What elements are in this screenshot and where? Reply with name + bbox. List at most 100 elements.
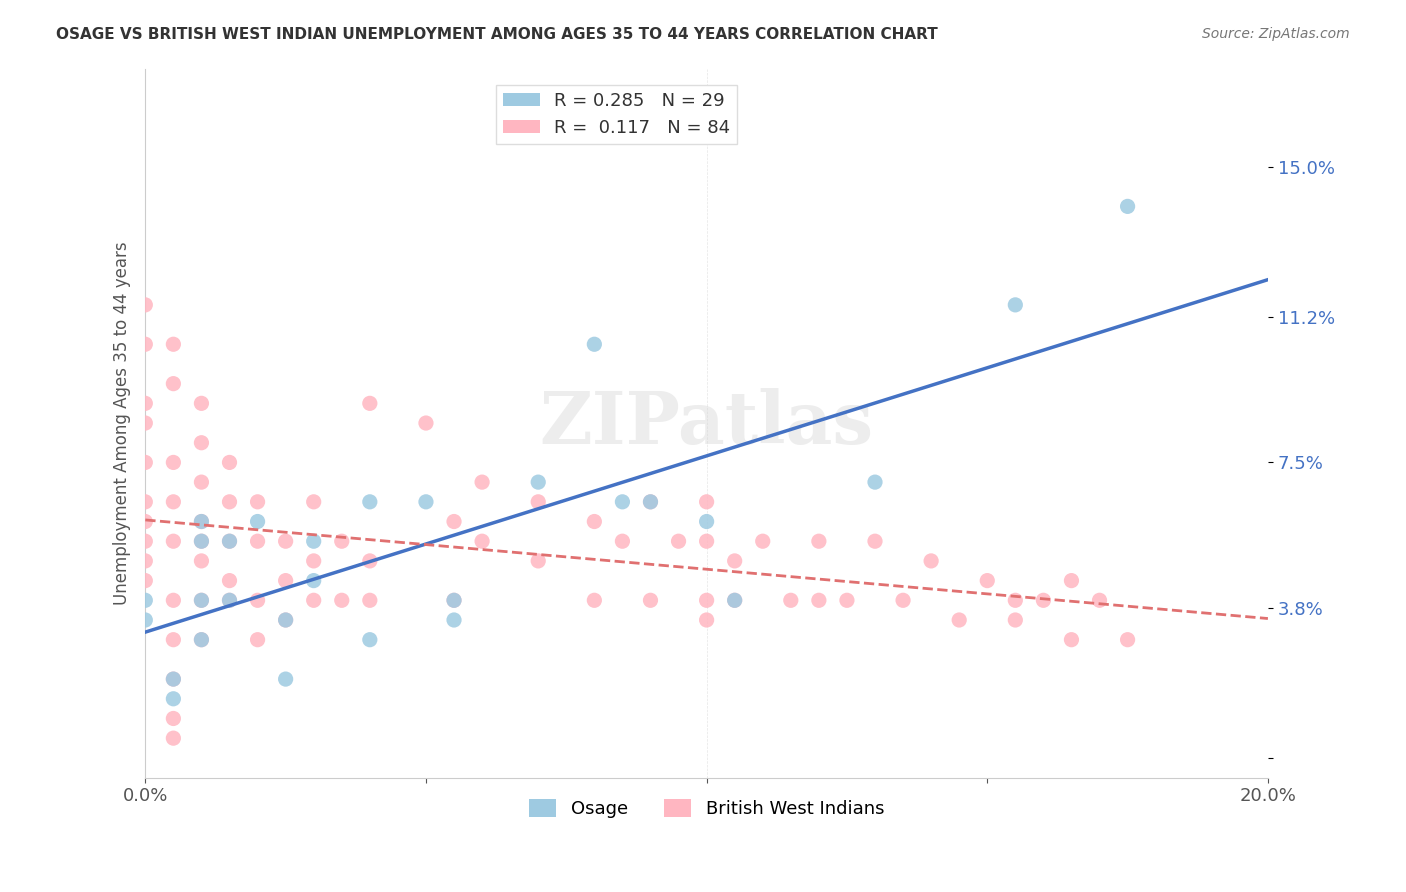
Point [246, 632, 269, 647]
Point [583, 593, 606, 607]
Point [190, 554, 212, 568]
Point [1116, 632, 1139, 647]
Point [359, 593, 381, 607]
Point [162, 711, 184, 725]
Point [359, 396, 381, 410]
Point [751, 534, 773, 549]
Point [190, 435, 212, 450]
Point [863, 475, 886, 490]
Point [190, 475, 212, 490]
Point [612, 495, 634, 509]
Point [527, 554, 550, 568]
Point [1004, 593, 1026, 607]
Point [779, 593, 801, 607]
Point [1060, 632, 1083, 647]
Point [696, 534, 718, 549]
Point [302, 495, 325, 509]
Point [696, 593, 718, 607]
Point [443, 515, 465, 529]
Point [274, 574, 297, 588]
Point [218, 495, 240, 509]
Point [1004, 613, 1026, 627]
Point [274, 672, 297, 686]
Point [162, 337, 184, 351]
Point [640, 495, 662, 509]
Point [190, 593, 212, 607]
Point [1004, 298, 1026, 312]
Point [302, 534, 325, 549]
Point [359, 632, 381, 647]
Point [134, 298, 156, 312]
Point [443, 593, 465, 607]
Point [696, 613, 718, 627]
Point [807, 534, 830, 549]
Point [134, 554, 156, 568]
Point [274, 613, 297, 627]
Point [302, 574, 325, 588]
Point [1116, 199, 1139, 213]
Point [976, 574, 998, 588]
Point [471, 534, 494, 549]
Point [190, 396, 212, 410]
Point [583, 337, 606, 351]
Point [920, 554, 942, 568]
Point [162, 534, 184, 549]
Point [724, 554, 747, 568]
Point [134, 495, 156, 509]
Text: Source: ZipAtlas.com: Source: ZipAtlas.com [1202, 27, 1350, 41]
Point [246, 593, 269, 607]
Point [330, 593, 353, 607]
Point [359, 554, 381, 568]
Point [302, 593, 325, 607]
Point [863, 534, 886, 549]
Point [274, 613, 297, 627]
Point [162, 691, 184, 706]
Point [134, 396, 156, 410]
Point [1032, 593, 1054, 607]
Point [218, 534, 240, 549]
Point [190, 515, 212, 529]
Point [162, 593, 184, 607]
Point [162, 632, 184, 647]
Point [415, 495, 437, 509]
Point [443, 613, 465, 627]
Point [190, 534, 212, 549]
Point [696, 495, 718, 509]
Point [246, 495, 269, 509]
Point [330, 534, 353, 549]
Point [246, 515, 269, 529]
Point [246, 534, 269, 549]
Point [583, 515, 606, 529]
Point [218, 534, 240, 549]
Point [443, 593, 465, 607]
Legend: Osage, British West Indians: Osage, British West Indians [522, 791, 891, 825]
Point [274, 534, 297, 549]
Point [835, 593, 858, 607]
Point [162, 672, 184, 686]
Point [1060, 574, 1083, 588]
Point [134, 574, 156, 588]
Point [891, 593, 914, 607]
Point [134, 337, 156, 351]
Point [724, 593, 747, 607]
Point [190, 534, 212, 549]
Point [162, 376, 184, 391]
Point [162, 672, 184, 686]
Point [190, 593, 212, 607]
Point [696, 515, 718, 529]
Point [162, 731, 184, 746]
Text: ZIPatlas: ZIPatlas [540, 387, 873, 458]
Point [134, 455, 156, 469]
Point [134, 515, 156, 529]
Point [218, 455, 240, 469]
Point [134, 613, 156, 627]
Text: OSAGE VS BRITISH WEST INDIAN UNEMPLOYMENT AMONG AGES 35 TO 44 YEARS CORRELATION : OSAGE VS BRITISH WEST INDIAN UNEMPLOYMEN… [56, 27, 938, 42]
Point [807, 593, 830, 607]
Point [612, 534, 634, 549]
Point [190, 632, 212, 647]
Point [190, 515, 212, 529]
Point [162, 495, 184, 509]
Point [302, 554, 325, 568]
Point [1088, 593, 1111, 607]
Point [527, 475, 550, 490]
